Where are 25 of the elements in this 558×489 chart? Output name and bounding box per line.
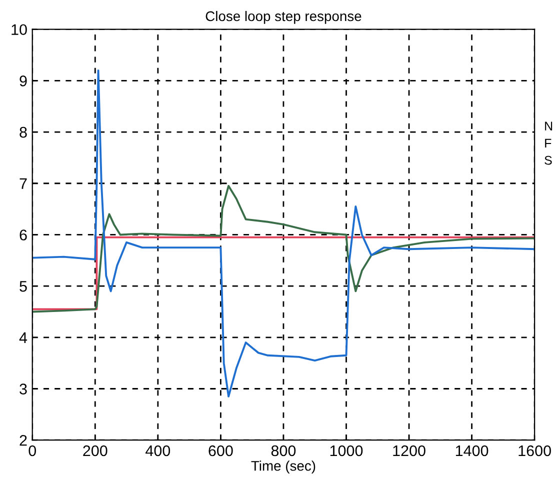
text: F	[545, 138, 552, 148]
text: S	[544, 156, 552, 165]
y-tick-label: 5	[20, 281, 27, 292]
x-tick-label: 1200	[393, 445, 426, 456]
y-tick-label: 8	[20, 126, 27, 138]
x-tick-label: 800	[271, 445, 296, 456]
x-axis-title: Time (sec)	[251, 460, 316, 474]
y-tick-label: 10	[12, 24, 27, 36]
x-tick-label: 1000	[330, 445, 363, 456]
x-tick-label: 600	[208, 445, 233, 456]
x-tick-label: 0	[28, 445, 36, 456]
x-tick-label: 1600	[518, 445, 551, 456]
y-tick-label: 7	[20, 178, 27, 189]
y-tick-label: 9	[20, 76, 27, 86]
chart-title: Close loop step response	[206, 10, 362, 24]
y-tick-label: 6	[20, 230, 27, 240]
y-tick-label: 2	[20, 434, 27, 446]
line-series	[32, 69, 535, 398]
text: N	[545, 122, 552, 130]
y-tick-label: 3	[20, 384, 27, 394]
y-tick-label: 4	[19, 332, 28, 343]
line-series	[32, 184, 535, 313]
x-tick-label: 200	[83, 445, 108, 456]
x-tick-label: 1400	[456, 445, 488, 456]
x-tick-label: 400	[146, 445, 170, 456]
